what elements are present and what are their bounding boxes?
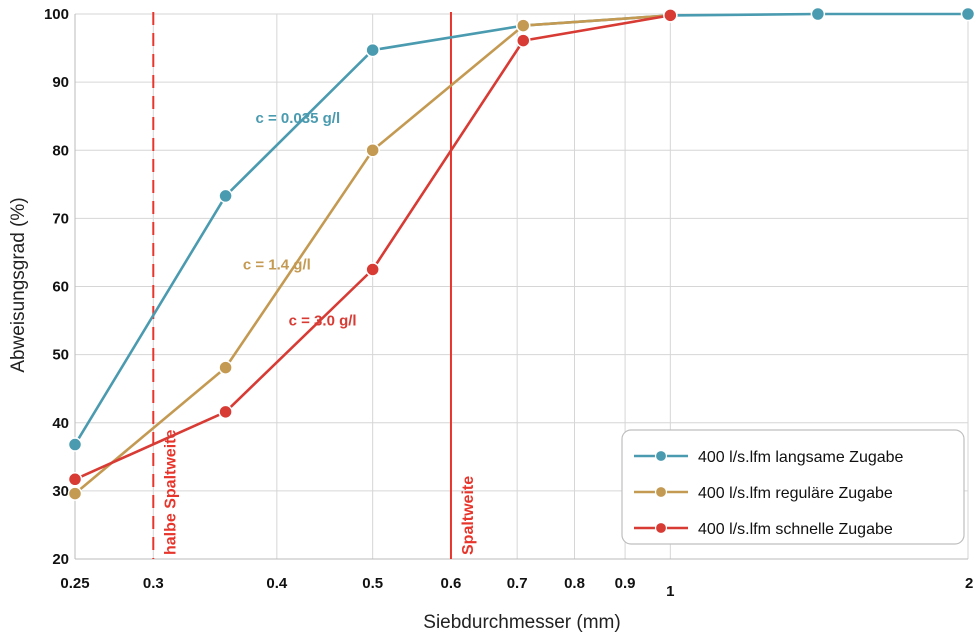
reference-line-label: halbe Spaltweite [162, 430, 179, 555]
x-tick-label: 0.9 [615, 575, 636, 592]
legend-entry: 400 l/s.lfm schnelle Zugabe [634, 521, 893, 538]
data-point [663, 8, 678, 23]
data-point [810, 6, 826, 22]
y-tick-label: 50 [52, 347, 69, 364]
data-point [365, 143, 380, 158]
legend-marker [654, 485, 668, 499]
x-tick-label: 0.3 [143, 575, 164, 592]
x-tick-label: 1 [666, 583, 674, 600]
x-tick-label: 0.4 [266, 575, 288, 592]
data-point [218, 404, 233, 420]
data-point [218, 360, 233, 375]
legend-marker [654, 521, 668, 535]
annotation-label: c = 3.0 g/l [289, 312, 357, 329]
reference-lines: halbe Spaltweite Spaltweite [152, 12, 477, 559]
x-tick-label: 0.7 [507, 575, 528, 592]
y-tick-label: 90 [52, 74, 69, 91]
x-tick-label: 2 [965, 575, 973, 592]
series-3 [67, 8, 678, 487]
annotation-label: c = 1.4 g/l [243, 256, 311, 273]
y-tick-label: 100 [44, 6, 69, 23]
y-tick-label: 60 [52, 279, 69, 296]
legend-box [621, 429, 965, 545]
x-tick-label: 0.25 [60, 575, 89, 592]
legend: 400 l/s.lfm langsame Zugabe 400 l/s.lfm r… [621, 429, 965, 545]
legend-label: 400 l/s.lfm langsame Zugabe [698, 449, 904, 466]
series [67, 6, 975, 501]
legend-entry: 400 l/s.lfm langsame Zugabe [634, 449, 904, 466]
x-tick-label: 0.5 [362, 575, 383, 592]
legend-marker [654, 449, 668, 463]
data-point [516, 33, 531, 48]
y-tick-label: 70 [52, 210, 69, 227]
data-point [67, 486, 83, 501]
legend-label: 400 l/s.lfm schnelle Zugabe [698, 521, 893, 538]
legend-label: 400 l/s.lfm reguläre Zugabe [698, 485, 893, 502]
data-point [516, 18, 531, 33]
y-tick-label: 30 [52, 483, 69, 500]
y-tick-label: 80 [52, 142, 69, 159]
data-point [67, 472, 83, 487]
legend-entry: 400 l/s.lfm reguläre Zugabe [634, 485, 893, 502]
x-tick-label: 0.6 [441, 575, 462, 592]
data-point [960, 6, 975, 22]
axes: Siebdurchmesser (mm) Abweisungsgrad (%) … [8, 6, 973, 633]
data-point [365, 42, 380, 58]
reference-line-label: Spaltweite [460, 476, 477, 555]
data-point [218, 188, 233, 204]
y-axis-title: Abweisungsgrad (%) [8, 197, 29, 372]
y-tick-label: 20 [52, 551, 69, 568]
x-axis-title: Siebdurchmesser (mm) [423, 612, 620, 633]
data-point [365, 262, 380, 277]
x-tick-label: 0.8 [564, 575, 585, 592]
y-tick-label: 40 [52, 415, 69, 432]
annotations: c = 0.035 g/l c = 1.4 g/l c = 3.0 g/l [243, 110, 357, 329]
data-point [67, 437, 83, 452]
annotation-label: c = 0.035 g/l [255, 110, 340, 127]
